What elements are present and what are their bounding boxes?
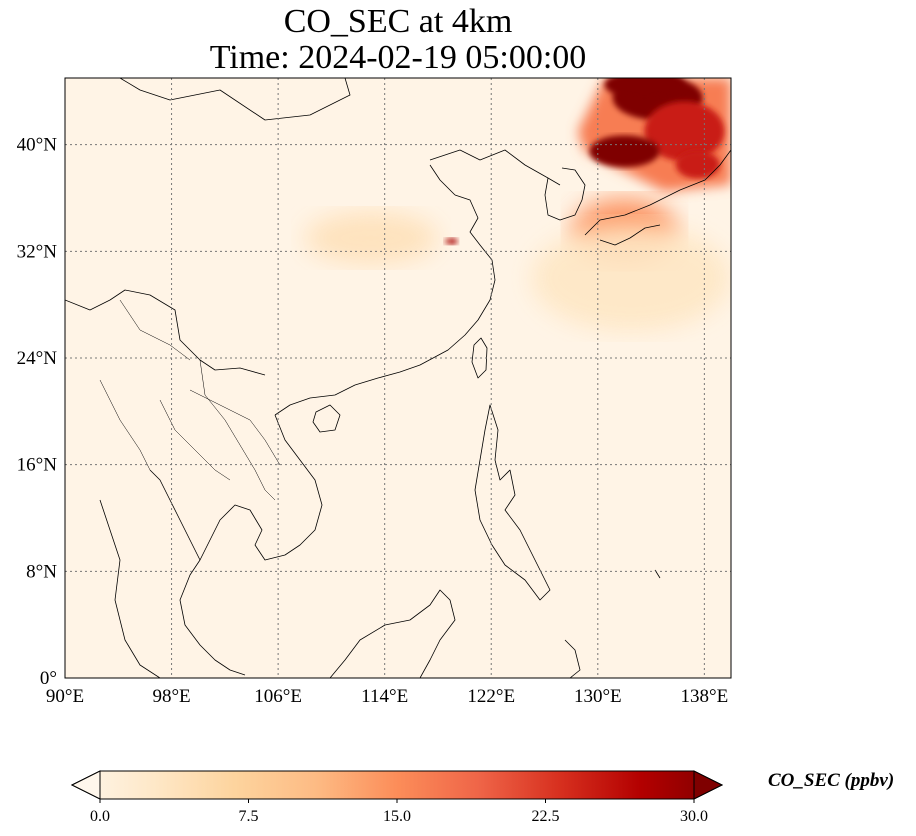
title-line-2: Time: 2024-02-19 05:00:00 [209,39,587,76]
lon-tick-label: 106°E [254,686,302,707]
map-area [65,78,731,678]
map-background [65,78,731,678]
lon-tick-label: 130°E [574,686,622,707]
colorbar-label: CO_SEC (ppbv) [768,770,895,791]
lon-tick-label: 114°E [361,686,408,707]
colorbar-extend-min [70,770,101,800]
field-northeast-high-plume-core [589,135,660,168]
title-line-1: CO_SEC at 4km [283,3,513,40]
colorbar-tick-label: 30.0 [680,808,708,825]
field-northeast-high-plume-core [604,78,685,99]
colorbar-tick-label: 22.5 [532,808,560,825]
lat-tick-label: 24°N [17,348,58,369]
lat-tick-label: 16°N [17,455,58,476]
colorbar-tick-label: 15.0 [383,808,411,825]
plot-title: CO_SEC at 4km Time: 2024-02-19 05:00:00 [65,4,731,76]
colorbar-ticks: 0.0 7.5 15.0 22.5 30.0 [90,799,708,825]
colorbar-scale [70,770,724,800]
field-central-china-haze [304,211,438,265]
map-frame [64,77,732,679]
country-borders [99,299,281,501]
colorbar: 0.0 7.5 15.0 22.5 30.0 [70,770,724,825]
field-northeast-high-plume-core [644,101,725,162]
colorbar-extend-max [693,770,724,800]
gridlines [65,78,731,678]
lat-tick-label: 0° [40,668,57,689]
latitude-labels: 0° 8°N 16°N 24°N 32°N 40°N [17,135,58,689]
longitude-labels: 90°E 98°E 106°E 114°E 122°E 130°E 138°E [46,686,728,707]
lon-tick-label: 90°E [46,686,84,707]
lon-tick-label: 98°E [152,686,190,707]
lat-tick-label: 32°N [17,241,58,262]
field-east-china-hotspot [444,238,458,245]
colorbar-tick-label: 0.0 [90,808,110,825]
lon-tick-label: 122°E [467,686,515,707]
coastlines [65,78,731,678]
lat-tick-label: 40°N [17,135,58,156]
colorbar-tick-label: 7.5 [239,808,259,825]
lon-tick-label: 138°E [681,686,729,707]
lat-tick-label: 8°N [26,561,57,582]
field-pacific-outflow [531,224,731,332]
field-northeast-high-plume-core [675,150,720,179]
